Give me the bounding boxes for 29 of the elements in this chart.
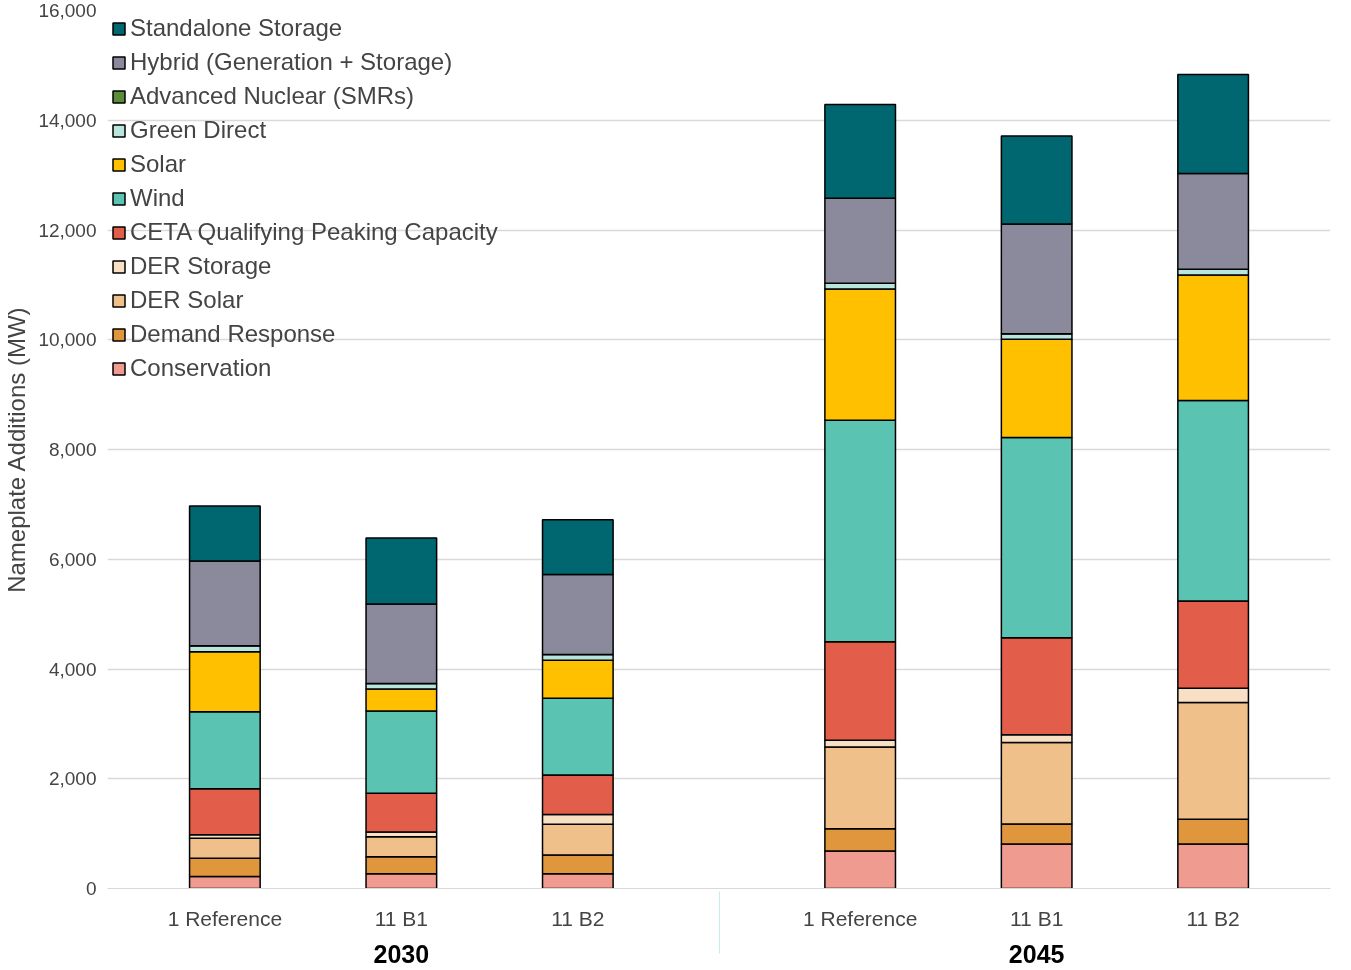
y-tick-label: 0: [85, 878, 97, 899]
y-tick-label: 2,000: [48, 768, 97, 790]
y-tick-label: 14,000: [38, 109, 97, 131]
y-tick-label: 12,000: [38, 219, 97, 241]
x-tick-label: 11 B2: [551, 906, 605, 930]
x-tick-label: 11 B1: [374, 906, 429, 930]
legend-label: CETA Qualifying Peaking Capacity: [130, 218, 498, 246]
x-tick-label: 11 B2: [1186, 906, 1240, 930]
legend-label: Solar: [130, 150, 187, 178]
y-axis-title: Nameplate Additions (MW): [3, 307, 31, 593]
legend-label: Green Direct: [130, 116, 267, 144]
legend-label: Conservation: [130, 354, 272, 382]
y-tick-label: 10,000: [38, 329, 97, 351]
legend-label: DER Solar: [130, 286, 244, 314]
y-tick-label: 16,000: [38, 0, 97, 21]
legend-label: Advanced Nuclear (SMRs): [130, 82, 415, 110]
text: 2030: [373, 939, 430, 968]
x-tick-label: 11 B1: [1010, 906, 1064, 930]
y-tick-label: 4,000: [48, 658, 97, 680]
y-tick-label: 8,000: [48, 439, 97, 460]
legend-label: Standalone Storage: [130, 14, 343, 42]
legend-label: Wind: [130, 184, 185, 212]
text: 2045: [1008, 939, 1065, 968]
x-tick-label: 1 Reference: [802, 906, 918, 930]
y-tick-label: 6,000: [48, 548, 97, 570]
legend-label: Demand Response: [130, 320, 336, 348]
legend-label: DER Storage: [130, 252, 272, 280]
x-tick-label: 1 Reference: [167, 906, 283, 930]
legend-label: Hybrid (Generation + Storage): [130, 48, 453, 76]
